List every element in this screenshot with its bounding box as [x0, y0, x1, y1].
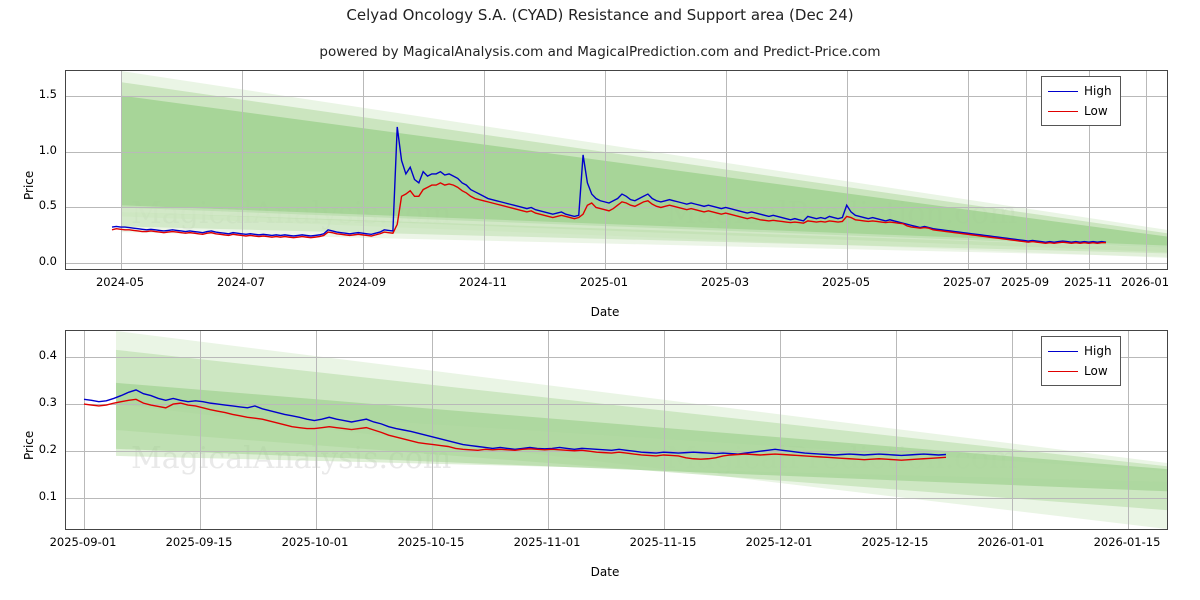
legend: High Low [1041, 336, 1121, 386]
line-series-high [111, 126, 1107, 243]
grid-line-vertical [121, 71, 122, 269]
y-tick-label: 0.5 [38, 198, 57, 213]
grid-line-horizontal [66, 207, 1167, 209]
legend-item[interactable]: High [1048, 81, 1112, 101]
legend-label: Low [1084, 364, 1108, 378]
x-tick-label: 2025-10-15 [397, 535, 465, 549]
x-tick-label: 2025-11 [1063, 275, 1113, 289]
legend-color-swatch [1048, 350, 1078, 352]
x-tick-label: 2025-12-01 [745, 535, 813, 549]
x-tick-label: 2026-01-01 [977, 535, 1045, 549]
x-tick-label: 2025-09-15 [165, 535, 233, 549]
grid-line-vertical [605, 71, 606, 269]
legend-label: Low [1084, 104, 1108, 118]
upper-y-axis-label: Price [22, 170, 36, 200]
grid-line-horizontal [66, 451, 1167, 453]
y-tick-label: 0.3 [38, 395, 57, 410]
grid-line-vertical [1146, 71, 1147, 269]
support-resistance-bands [116, 331, 1167, 529]
x-tick-label: 2025-07 [942, 275, 992, 289]
grid-line-vertical [432, 331, 433, 529]
legend-label: High [1084, 344, 1112, 358]
support-resistance-bands [121, 71, 1167, 258]
y-tick-label: 1.0 [38, 142, 57, 157]
grid-line-vertical [484, 71, 485, 269]
x-tick-label: 2025-12-15 [861, 535, 929, 549]
line-series-high [83, 389, 947, 457]
grid-line-vertical [726, 71, 727, 269]
grid-line-horizontal [66, 95, 1167, 97]
legend-item[interactable]: Low [1048, 101, 1112, 121]
x-tick-label: 2024-07 [216, 275, 266, 289]
x-tick-label: 2026-01-15 [1093, 535, 1161, 549]
grid-line-horizontal [66, 151, 1167, 153]
x-tick-label: 2025-09-01 [49, 535, 117, 549]
line-series-low [83, 398, 947, 461]
grid-line-horizontal [66, 498, 1167, 500]
y-tick-label: 1.5 [38, 86, 57, 101]
y-tick-label: 0.4 [38, 347, 57, 362]
grid-line-vertical [1026, 71, 1027, 269]
x-tick-label: 2026-01 [1120, 275, 1170, 289]
grid-line-vertical [548, 331, 549, 529]
lower-x-axis-label: Date [590, 565, 620, 579]
grid-line-vertical [847, 71, 848, 269]
chart-subtitle: powered by MagicalAnalysis.com and Magic… [319, 44, 881, 60]
x-tick-label: 2025-01 [579, 275, 629, 289]
line-series-low [111, 182, 1106, 244]
legend-label: High [1084, 84, 1112, 98]
grid-line-vertical [1128, 331, 1129, 529]
x-tick-label: 2025-11-15 [629, 535, 697, 549]
grid-line-horizontal [66, 404, 1167, 406]
legend-item[interactable]: High [1048, 341, 1112, 361]
grid-line-vertical [200, 331, 201, 529]
legend-color-swatch [1048, 370, 1078, 372]
series-lines [111, 126, 1107, 244]
x-tick-label: 2024-11 [458, 275, 508, 289]
grid-line-vertical [896, 331, 897, 529]
chart-title: Celyad Oncology S.A. (CYAD) Resistance a… [346, 6, 854, 24]
legend-color-swatch [1048, 110, 1078, 112]
grid-line-vertical [664, 331, 665, 529]
x-tick-label: 2024-09 [337, 275, 387, 289]
series-lines [83, 389, 947, 461]
legend-item[interactable]: Low [1048, 361, 1112, 381]
grid-line-vertical [1012, 331, 1013, 529]
grid-line-vertical [363, 71, 364, 269]
x-tick-label: 2025-10-01 [281, 535, 349, 549]
grid-line-vertical [316, 331, 317, 529]
y-tick-label: 0.0 [38, 254, 57, 269]
x-tick-label: 2025-11-01 [513, 535, 581, 549]
legend-color-swatch [1048, 90, 1078, 92]
grid-line-vertical [84, 331, 85, 529]
legend: High Low [1041, 76, 1121, 126]
grid-line-vertical [242, 71, 243, 269]
upper-x-axis-label: Date [590, 305, 620, 319]
x-tick-label: 2025-09 [1000, 275, 1050, 289]
y-tick-label: 0.1 [38, 489, 57, 504]
y-tick-label: 0.2 [38, 442, 57, 457]
grid-line-vertical [1089, 71, 1090, 269]
grid-line-horizontal [66, 356, 1167, 358]
lower-chart-panel: MagicalAnalysis.comMagicalPrediction.com [65, 330, 1168, 530]
upper-chart-panel: MagicalAnalysis.comMagicalPrediction.com… [65, 70, 1168, 270]
x-tick-label: 2025-05 [821, 275, 871, 289]
x-tick-label: 2025-03 [700, 275, 750, 289]
x-tick-label: 2024-05 [95, 275, 145, 289]
grid-line-vertical [968, 71, 969, 269]
grid-line-horizontal [66, 263, 1167, 265]
grid-line-vertical [780, 331, 781, 529]
